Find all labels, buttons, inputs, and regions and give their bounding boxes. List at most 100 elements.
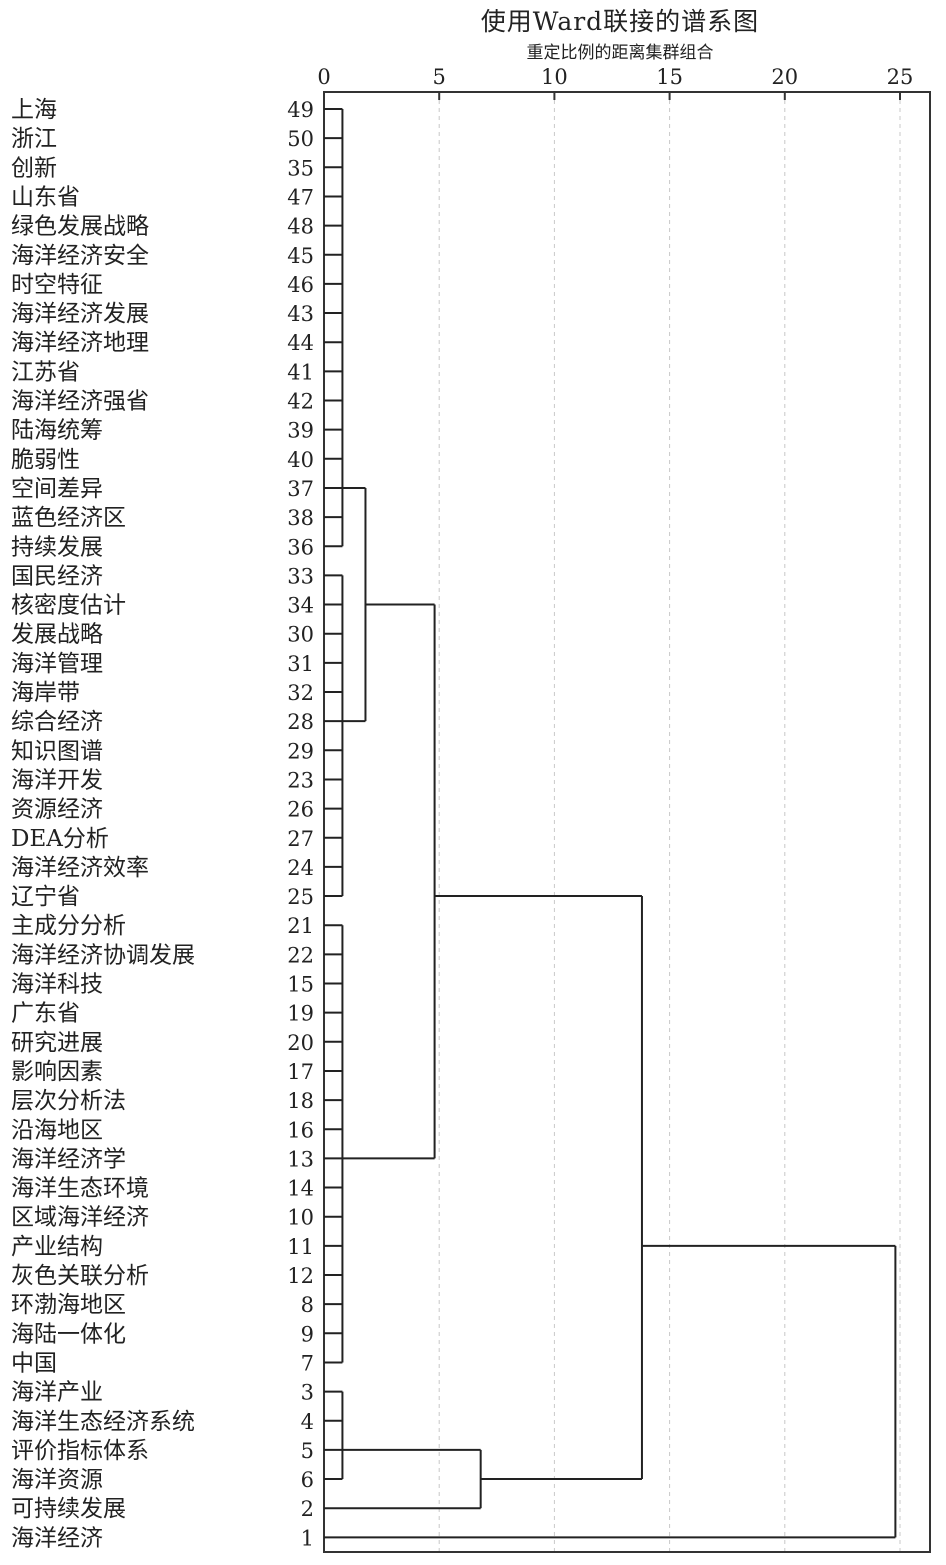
leaf-name-label: 广东省 xyxy=(11,1001,80,1027)
leaf-name-label: 海洋生态环境 xyxy=(11,1176,149,1202)
x-tick-label: 10 xyxy=(541,65,568,89)
leaf-id-label: 3 xyxy=(301,1381,314,1405)
leaf-name-label: 核密度估计 xyxy=(11,593,126,619)
leaf-name-label: 评价指标体系 xyxy=(11,1438,149,1464)
leaf-name-label: 灰色关联分析 xyxy=(11,1263,149,1289)
leaf-id-label: 29 xyxy=(287,739,314,763)
leaf-id-label: 40 xyxy=(287,448,314,472)
leaf-id-label: 28 xyxy=(287,710,314,734)
leaf-name-label: 知识图谱 xyxy=(11,738,103,764)
leaf-id-label: 1 xyxy=(301,1526,314,1550)
leaf-name-label: 资源经济 xyxy=(11,797,103,823)
leaf-name-label: 上海 xyxy=(11,97,57,123)
leaf-name-label: 海洋经济学 xyxy=(11,1146,126,1172)
leaf-id-label: 33 xyxy=(287,564,314,588)
leaf-id-label: 36 xyxy=(287,535,314,559)
leaf-id-label: 45 xyxy=(287,244,314,268)
leaf-id-label: 41 xyxy=(287,360,314,384)
leaf-id-label: 11 xyxy=(287,1235,314,1259)
leaf-name-label: 空间差异 xyxy=(11,476,103,502)
leaf-name-label: 海洋经济效率 xyxy=(11,855,149,881)
x-tick-label: 5 xyxy=(433,65,446,89)
leaf-name-label: 陆海统筹 xyxy=(11,418,103,444)
leaf-name-label: 主成分分析 xyxy=(11,913,126,939)
leaf-id-label: 38 xyxy=(287,506,314,530)
chart-title: 使用Ward联接的谱系图 xyxy=(480,7,760,36)
leaf-id-label: 50 xyxy=(287,127,314,151)
grid-lines xyxy=(438,92,901,1552)
leaf-name-label: 层次分析法 xyxy=(11,1088,126,1114)
leaf-id-label: 42 xyxy=(287,390,314,414)
leaf-id-label: 44 xyxy=(287,331,314,355)
leaf-id-label: 10 xyxy=(287,1206,314,1230)
leaf-id-label: 26 xyxy=(287,798,314,822)
leaf-id-label: 16 xyxy=(287,1118,314,1142)
leaf-id-label: 46 xyxy=(287,273,314,297)
leaf-name-label: 海洋经济协调发展 xyxy=(11,942,195,968)
leaf-name-label: 海洋经济强省 xyxy=(11,389,149,415)
leaf-name-label: 海陆一体化 xyxy=(11,1321,126,1347)
leaf-name-label: 江苏省 xyxy=(11,359,80,385)
leaf-name-label: 海岸带 xyxy=(11,680,80,706)
leaf-name-label: 海洋产业 xyxy=(11,1380,103,1406)
leaf-id-label: 22 xyxy=(287,943,314,967)
leaf-name-label: 海洋开发 xyxy=(11,767,103,793)
leaf-id-label: 6 xyxy=(301,1468,314,1492)
leaf-name-label: 发展战略 xyxy=(11,622,103,648)
x-axis: 0 5 10 15 20 25 xyxy=(317,65,913,100)
leaf-id-label: 24 xyxy=(287,856,314,880)
leaf-id-label: 34 xyxy=(287,594,314,618)
leaf-name-label: 沿海地区 xyxy=(11,1117,103,1143)
leaf-id-label: 48 xyxy=(287,215,314,239)
leaf-id-label: 13 xyxy=(287,1147,314,1171)
leaf-id-label: 39 xyxy=(287,419,314,443)
leaf-name-label: 海洋资源 xyxy=(11,1467,103,1493)
leaf-id-label: 49 xyxy=(287,98,314,122)
leaf-id-label: 37 xyxy=(287,477,314,501)
x-tick-label: 25 xyxy=(887,65,914,89)
chart-subtitle: 重定比例的距离集群组合 xyxy=(526,43,714,63)
leaf-name-label: 持续发展 xyxy=(11,534,103,560)
leaf-id-label: 9 xyxy=(301,1322,314,1346)
leaf-id-label: 15 xyxy=(287,973,314,997)
leaf-name-label: 海洋经济地理 xyxy=(11,330,149,356)
leaf-name-label: 创新 xyxy=(11,155,57,181)
plot-frame xyxy=(323,91,931,1553)
leaf-id-label: 23 xyxy=(287,768,314,792)
leaf-name-label: 山东省 xyxy=(11,184,80,210)
leaf-id-label: 2 xyxy=(301,1497,314,1521)
leaf-name-label: DEA分析 xyxy=(11,826,109,852)
leaf-id-label: 5 xyxy=(301,1439,314,1463)
x-tick-label: 20 xyxy=(771,65,798,89)
leaf-name-label: 绿色发展战略 xyxy=(11,214,149,240)
x-tick-label: 0 xyxy=(317,65,330,89)
leaf-name-label: 产业结构 xyxy=(11,1234,103,1260)
leaf-id-label: 30 xyxy=(287,623,314,647)
leaf-name-label: 海洋经济 xyxy=(11,1525,103,1551)
leaf-name-label: 中国 xyxy=(11,1350,57,1376)
leaf-id-label: 7 xyxy=(301,1351,314,1375)
leaf-id-label: 47 xyxy=(287,185,314,209)
leaf-name-label: 浙江 xyxy=(11,126,57,152)
leaf-name-label: 可持续发展 xyxy=(11,1496,126,1522)
leaf-id-label: 43 xyxy=(287,302,314,326)
leaf-name-label: 海洋科技 xyxy=(11,972,103,998)
dendrogram-links xyxy=(324,108,897,1539)
leaf-name-label: 研究进展 xyxy=(11,1030,103,1056)
leaf-id-label: 17 xyxy=(287,1060,314,1084)
leaf-name-label: 时空特征 xyxy=(11,272,103,298)
leaf-id-label: 12 xyxy=(287,1264,314,1288)
leaf-name-label: 脆弱性 xyxy=(11,447,80,473)
leaf-id-label: 19 xyxy=(287,1002,314,1026)
leaf-name-label: 蓝色经济区 xyxy=(11,505,126,531)
leaf-name-label: 辽宁省 xyxy=(11,884,80,910)
leaf-id-label: 35 xyxy=(287,156,314,180)
leaf-id-label: 21 xyxy=(287,914,314,938)
leaf-name-label: 区域海洋经济 xyxy=(11,1205,149,1231)
leaf-name-label: 国民经济 xyxy=(11,563,103,589)
leaf-id-label: 14 xyxy=(287,1177,314,1201)
leaf-name-label: 海洋管理 xyxy=(11,651,103,677)
leaf-id-label: 20 xyxy=(287,1031,314,1055)
leaf-id-label: 27 xyxy=(287,827,314,851)
